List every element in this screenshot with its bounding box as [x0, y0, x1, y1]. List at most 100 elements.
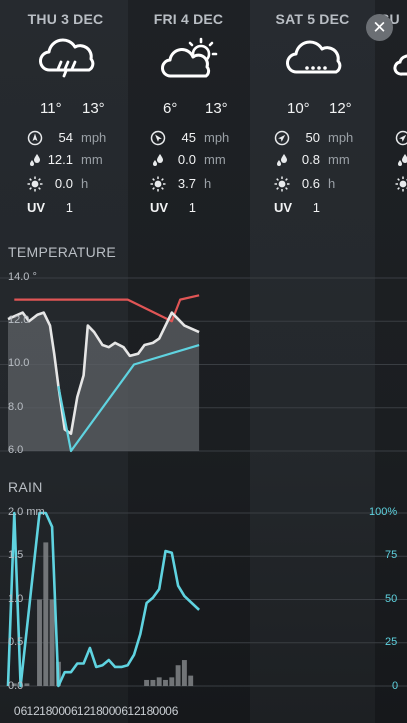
- time-axis-label: 06: [13, 704, 28, 718]
- high-temp: 13°: [205, 100, 228, 117]
- rain-probability-line: [6, 511, 200, 688]
- rain-probability-tick: 0: [392, 680, 399, 692]
- day-summary-fri: FRI 4 DEC 6° 13° 45 mph 0.0 mm 3.7 h UV …: [126, 0, 251, 225]
- temp-tick-label: 8.0: [8, 401, 24, 413]
- sun-icon: [395, 176, 407, 192]
- wind-direction-icon: [395, 130, 407, 146]
- rain-unit: mm: [81, 152, 103, 167]
- sun-icon: [274, 176, 290, 192]
- rain-amount: 0.0: [177, 152, 196, 167]
- low-temp: 6°: [163, 100, 178, 117]
- uv-value: 1: [312, 200, 320, 215]
- time-axis-label: 18: [139, 704, 154, 718]
- temp-tick-label: 10.0: [8, 357, 30, 369]
- sun-unit: h: [328, 176, 336, 191]
- uv-label: UV: [150, 200, 169, 215]
- sun-hours: 3.7: [177, 176, 196, 191]
- rain-probability-tick: 50: [385, 593, 398, 605]
- rain-bar: [181, 660, 187, 686]
- cloud-icon: [393, 54, 407, 76]
- rain-bar: [144, 679, 150, 686]
- day-summary-thu: THU 3 DEC 11° 13° 54 mph 12.1 mm 0.0 h U…: [3, 0, 128, 225]
- rain-tick-label: 1.0: [8, 593, 24, 605]
- rain-bar: [175, 665, 181, 686]
- low-temp: 10°: [287, 100, 310, 117]
- sun-hours: 0.6: [301, 176, 320, 191]
- sun-behind-cloud-icon: [161, 37, 218, 78]
- day-column-band: [375, 0, 407, 723]
- rain-tick-label: 1.5: [8, 549, 24, 561]
- time-axis-label: 06: [64, 704, 78, 718]
- wind-unit: mph: [328, 130, 354, 145]
- rain-bar: [156, 677, 162, 686]
- high-temp: 12°: [329, 100, 352, 117]
- raindrops-icon: [274, 152, 290, 168]
- rain-chart-title: RAIN: [8, 479, 43, 495]
- rain-bar: [37, 599, 42, 686]
- day-title: FRI 4 DEC: [153, 11, 224, 27]
- temperature-chart: [0, 277, 407, 453]
- rain-tick-label: 2.0 mm: [8, 506, 45, 518]
- rain-amount: 0.8: [301, 152, 320, 167]
- raindrops-icon: [150, 152, 166, 168]
- high-temp: 13°: [82, 100, 105, 117]
- day-summary-sat: SAT 5 DEC 10° 12° 50 mph 0.8 mm 0.6 h UV…: [250, 0, 375, 225]
- temp-tick-label: 6.0: [8, 444, 24, 456]
- time-axis-label: 12: [127, 704, 141, 718]
- rain-amount: 12.1: [47, 152, 73, 167]
- temperature-line: [14, 294, 200, 323]
- low-temp: 11°: [40, 100, 62, 117]
- time-axis-label: 00: [51, 704, 66, 718]
- wind-direction-icon: [147, 127, 170, 150]
- temperature-line: [7, 311, 200, 435]
- time-axis-label: 12: [76, 704, 91, 718]
- raindrops-icon: [395, 152, 407, 168]
- rain-bar: [24, 683, 30, 686]
- sun-icon: [27, 176, 43, 192]
- rain-bar: [169, 677, 175, 686]
- time-axis-label: 18: [89, 704, 103, 718]
- rain-unit: mm: [204, 152, 226, 167]
- time-axis-label: 06: [114, 704, 129, 718]
- time-axis-label: 18: [39, 704, 53, 718]
- wind-unit: mph: [204, 130, 230, 145]
- time-axis-label: 12: [26, 704, 40, 718]
- sun-unit: h: [81, 176, 89, 191]
- temperature-chart-title: TEMPERATURE: [8, 244, 117, 260]
- time-axis-label: 06: [165, 704, 179, 718]
- rain-tick-label: 0.0: [8, 680, 24, 692]
- day-title: SAT 5 DEC: [275, 11, 350, 27]
- rain-probability-tick: 100%: [369, 506, 398, 518]
- uv-label: UV: [27, 200, 46, 215]
- rain-bar: [11, 683, 17, 686]
- rain-bar: [150, 679, 156, 686]
- rain-bar: [188, 675, 194, 686]
- day-title: THU 3 DEC: [27, 11, 104, 27]
- close-button[interactable]: ✕: [366, 14, 393, 41]
- wind-direction-icon: [27, 130, 43, 146]
- time-axis-label: 00: [102, 704, 116, 718]
- wind-speed: 45: [181, 130, 196, 145]
- day-column-band: [250, 0, 375, 723]
- temp-tick-label: 14.0 °: [8, 271, 37, 283]
- wind-direction-icon: [271, 127, 294, 150]
- drizzle-cloud-icon: [286, 40, 342, 74]
- sun-icon: [150, 176, 166, 192]
- wind-speed: 54: [58, 130, 73, 145]
- temp-tick-label: 12.0: [8, 314, 30, 326]
- uv-value: 1: [188, 200, 196, 215]
- rain-bar: [43, 542, 49, 686]
- temperature-area: [8, 312, 200, 451]
- rain-unit: mm: [328, 152, 350, 167]
- temperature-line: [57, 343, 200, 453]
- sun-unit: h: [204, 176, 212, 191]
- rain-chart: [0, 511, 407, 688]
- rain-tick-label: 0.5: [8, 636, 24, 648]
- rain-bar: [163, 679, 168, 686]
- uv-label: UV: [274, 200, 293, 215]
- sun-hours: 0.0: [54, 176, 73, 191]
- time-axis-label: 00: [152, 704, 166, 718]
- wind-unit: mph: [81, 130, 107, 145]
- rain-probability-tick: 25: [385, 636, 398, 648]
- wind-speed: 50: [305, 130, 320, 145]
